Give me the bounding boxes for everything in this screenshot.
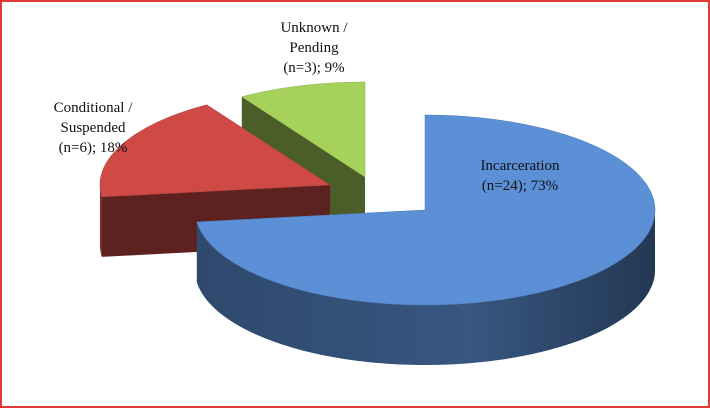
slice	[241, 81, 366, 178]
slice	[99, 104, 331, 198]
category-label: Incarceration	[480, 158, 560, 174]
slice-label: Conditional / Suspended (n=6); 18%	[38, 98, 148, 158]
slice-wall-shade	[196, 210, 656, 365]
slice-wall-shade	[100, 185, 102, 257]
category-label: Unknown / Pending	[280, 20, 348, 56]
category-label: Conditional / Suspended	[53, 100, 133, 136]
slice	[196, 114, 656, 306]
slice-label: Unknown / Pending (n=3); 9%	[268, 18, 360, 78]
slice-side	[241, 96, 365, 237]
value-label: (n=3); 9%	[283, 60, 345, 76]
slice-label: Incarceration (n=24); 73%	[455, 156, 585, 196]
value-label: (n=6); 18%	[58, 140, 128, 156]
value-label: (n=24); 73%	[481, 178, 559, 194]
